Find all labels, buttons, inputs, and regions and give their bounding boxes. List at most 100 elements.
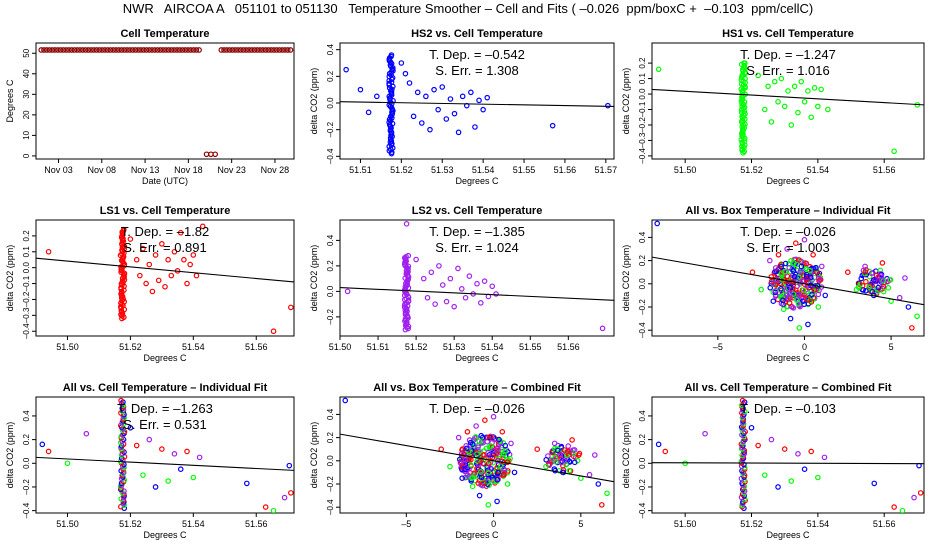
cluster-point	[497, 439, 504, 446]
cluster-point	[475, 444, 481, 451]
cluster-point	[804, 276, 810, 282]
x-tick-label: 51.50	[674, 165, 697, 175]
data-point	[60, 47, 67, 53]
data-point	[133, 256, 140, 263]
data-point	[282, 47, 288, 53]
data-point	[825, 106, 831, 113]
annotation-text: T. Dep. = –0.542	[429, 47, 525, 62]
data-point	[499, 428, 506, 435]
data-point	[288, 490, 294, 496]
data-point	[489, 283, 496, 290]
cluster-point	[782, 268, 789, 275]
y-tick-label: 0.0	[326, 455, 335, 467]
cluster-point	[468, 462, 474, 468]
data-point	[761, 106, 768, 113]
data-point	[464, 428, 471, 435]
y-axis-label: Degrees C	[5, 79, 15, 123]
x-tick-label: 51.52	[740, 519, 763, 529]
data-point	[801, 98, 808, 105]
data-point	[398, 60, 405, 66]
data-point	[260, 47, 266, 53]
data-point	[102, 47, 108, 53]
data-point	[132, 47, 139, 53]
cluster-point	[784, 285, 791, 292]
data-point	[815, 474, 821, 481]
y-axis-label: delta CO2 (ppm)	[309, 68, 319, 135]
y-axis-label: delta CO2 (ppm)	[621, 422, 631, 489]
x-tick-label: 51.54	[807, 165, 830, 175]
chart-title: HS1 vs. Cell Temperature	[722, 28, 854, 40]
data-point	[493, 291, 499, 297]
cluster-point	[780, 297, 786, 304]
cluster-point	[789, 304, 796, 310]
data-point	[79, 47, 86, 53]
x-tick-label: 51.55	[519, 342, 542, 352]
cluster-point	[458, 451, 465, 457]
plot-frame	[35, 42, 295, 160]
data-point	[165, 47, 172, 53]
plot-marks	[340, 397, 614, 508]
column-point	[739, 397, 746, 404]
cluster-point	[767, 284, 774, 291]
x-tick-label: 51.56	[554, 165, 577, 175]
data-point	[765, 83, 771, 90]
cluster-point	[485, 460, 492, 467]
data-point	[432, 301, 438, 307]
x-tick-label: 51.50	[56, 519, 79, 529]
data-point	[140, 47, 147, 53]
y-tick-label: 0.0	[638, 278, 647, 290]
x-tick-label: 51.52	[390, 165, 413, 175]
data-point	[104, 47, 111, 53]
data-point	[473, 423, 479, 429]
data-point	[171, 248, 178, 255]
x-tick-label: 51.55	[513, 165, 536, 175]
cluster-point	[797, 269, 804, 276]
x-tick-label: 51.56	[873, 519, 896, 529]
y-axis-label: delta CO2 (ppm)	[309, 422, 319, 489]
data-point	[165, 256, 171, 263]
data-point	[96, 47, 103, 53]
y-tick-label: 0.4	[638, 410, 647, 422]
cluster-point	[807, 267, 813, 274]
cluster-point	[866, 284, 872, 291]
cluster-point	[875, 284, 882, 291]
data-point	[586, 471, 593, 478]
cluster-point	[803, 260, 810, 267]
data-point	[474, 280, 480, 287]
column-point	[742, 121, 748, 128]
cluster-point	[489, 454, 496, 461]
annotation-text: T. Dep. = –0.026	[429, 401, 525, 416]
cluster-point	[811, 286, 818, 293]
data-point	[494, 498, 500, 505]
data-point	[146, 261, 153, 268]
data-point	[879, 260, 886, 266]
y-axis-label: delta CO2 (ppm)	[5, 245, 15, 312]
data-point	[99, 47, 105, 53]
fit-line	[652, 88, 924, 106]
data-point	[654, 220, 660, 227]
cluster-point	[490, 434, 497, 440]
cluster-point	[501, 466, 507, 473]
x-axis-label: Degrees C	[455, 353, 499, 363]
cluster-point	[571, 459, 578, 466]
data-point	[428, 269, 435, 276]
data-point	[485, 502, 492, 508]
cluster-point	[502, 442, 509, 449]
data-point	[853, 286, 860, 293]
chart-title: All vs. Cell Temperature – Individual Fi…	[63, 382, 268, 394]
cluster-point	[564, 448, 571, 455]
data-point	[127, 236, 134, 242]
cluster-point	[487, 433, 494, 440]
cluster-point	[463, 445, 470, 452]
y-tick-label: 0.0	[326, 285, 335, 297]
data-point	[781, 103, 788, 110]
y-axis-label: delta CO2 (ppm)	[621, 245, 631, 312]
data-point	[455, 265, 461, 272]
data-point	[755, 72, 761, 79]
data-point	[761, 472, 768, 478]
data-point	[193, 47, 200, 53]
data-point	[162, 283, 168, 290]
data-point	[871, 480, 878, 487]
data-point	[77, 47, 83, 53]
data-point	[165, 478, 171, 484]
